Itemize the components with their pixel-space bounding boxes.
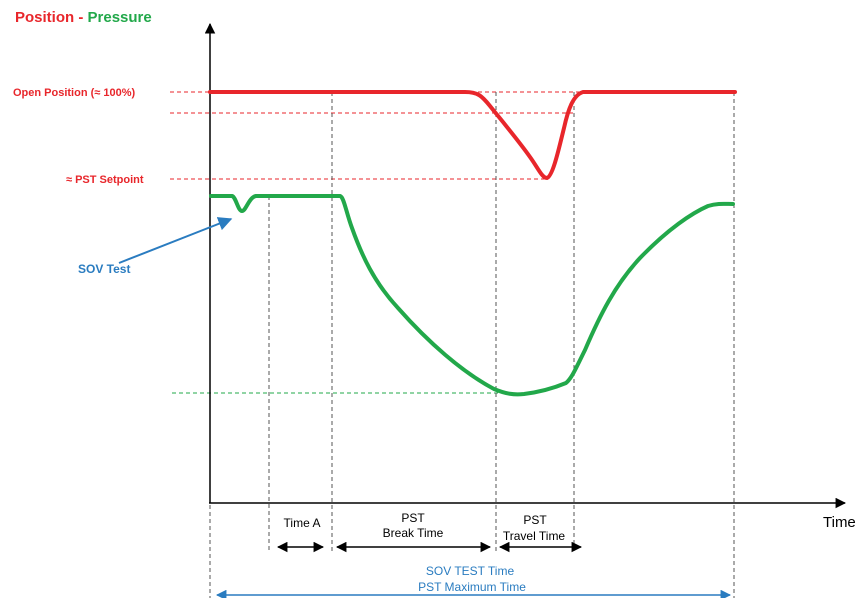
pst-break-label-line2: Break Time: [383, 526, 444, 540]
sov-test-label: SOV Test: [78, 262, 130, 276]
pst-maximum-time-label: PST Maximum Time: [418, 580, 526, 594]
title-separator: -: [74, 9, 87, 26]
diagram-title: Position - Pressure: [15, 9, 152, 26]
x-axis-label: Time: [823, 514, 856, 531]
pst-setpoint-label: ≈ PST Setpoint: [66, 174, 144, 186]
position-curve: [208, 90, 737, 180]
title-position: Position: [15, 9, 74, 26]
pst-break-label-line1: PST: [401, 511, 425, 525]
pst-travel-label-line2: Travel Time: [503, 529, 566, 543]
open-position-label: Open Position (≈ 100%): [13, 87, 136, 99]
pressure-curve: [209, 194, 735, 397]
pst-travel-label-line1: PST: [523, 513, 547, 527]
sov-test-pointer-arrow: [118, 217, 233, 264]
time-a-label: Time A: [284, 516, 321, 530]
title-pressure: Pressure: [88, 9, 152, 26]
sov-test-time-label: SOV TEST Time: [426, 564, 515, 578]
